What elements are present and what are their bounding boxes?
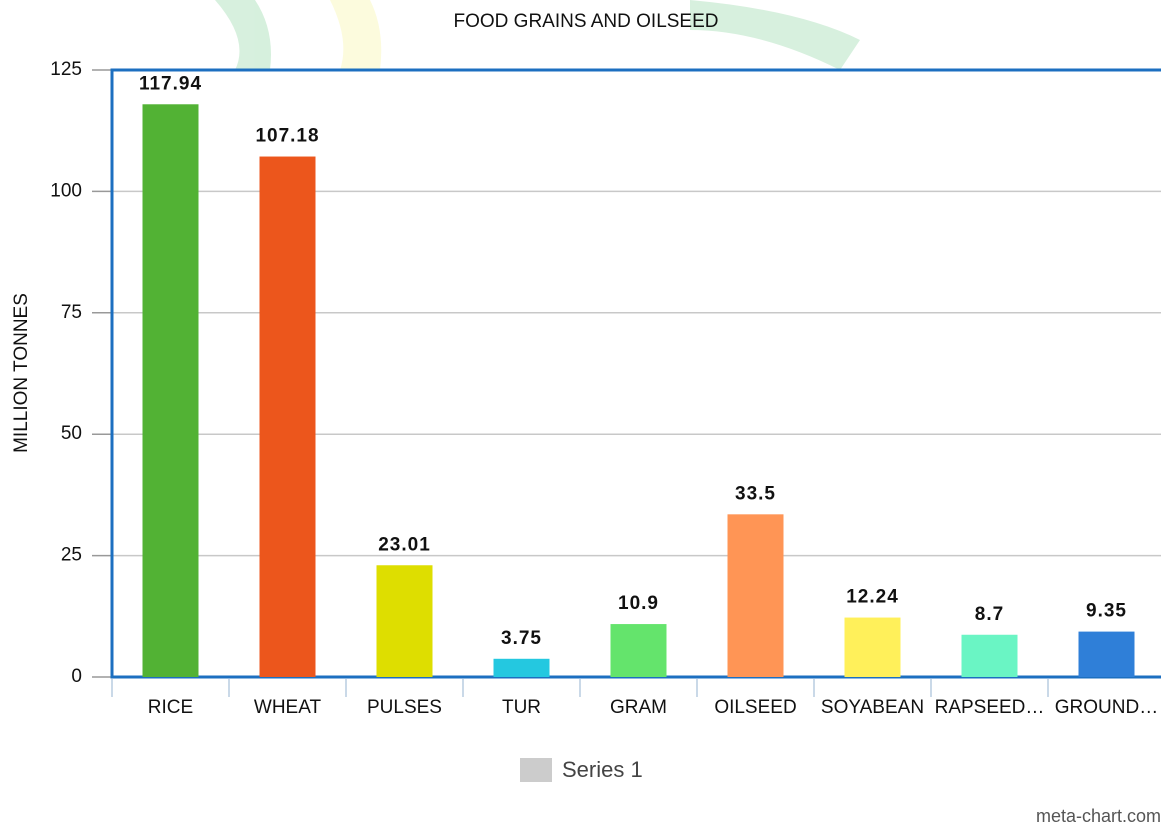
bar (376, 565, 433, 677)
x-tick-label: TUR (502, 697, 541, 718)
value-label: 107.18 (255, 126, 319, 147)
x-tick-label: WHEAT (254, 697, 322, 718)
y-tick-label: 25 (61, 545, 82, 566)
y-tick-label: 125 (50, 59, 82, 80)
bar (142, 104, 199, 677)
y-tick-label: 75 (61, 302, 82, 323)
bar (844, 617, 901, 677)
chart-title: FOOD GRAINS AND OILSEED (454, 11, 719, 32)
y-tick-label: 0 (71, 666, 82, 687)
x-tick-label: PULSES (367, 697, 442, 718)
value-label: 117.94 (139, 73, 202, 94)
value-label: 12.24 (846, 587, 899, 608)
watermark: meta-chart.com (1036, 806, 1161, 825)
value-label: 10.9 (618, 593, 659, 614)
x-tick-label: RAPSEED… (935, 697, 1045, 718)
bar (961, 634, 1018, 677)
legend-label: Series 1 (562, 757, 643, 782)
x-tick-label: OILSEED (714, 697, 796, 718)
x-tick-label: RICE (148, 697, 193, 718)
value-label: 3.75 (501, 628, 542, 649)
background-decoration (215, 0, 860, 70)
value-label: 9.35 (1086, 601, 1127, 622)
bar (727, 514, 784, 677)
bar (493, 658, 550, 677)
y-axis-label: MILLION TONNES (11, 293, 32, 453)
x-tick-label: GROUND… (1055, 697, 1158, 718)
bar (1078, 631, 1135, 677)
bar (259, 156, 316, 677)
bar (610, 624, 667, 677)
value-label: 23.01 (378, 534, 431, 555)
value-label: 33.5 (735, 483, 776, 504)
y-tick-label: 50 (61, 423, 82, 444)
value-label: 8.7 (975, 604, 1004, 625)
x-tick-label: SOYABEAN (821, 697, 924, 718)
y-tick-label: 100 (50, 180, 82, 201)
x-tick-label: GRAM (610, 697, 667, 718)
legend-swatch (520, 758, 552, 782)
